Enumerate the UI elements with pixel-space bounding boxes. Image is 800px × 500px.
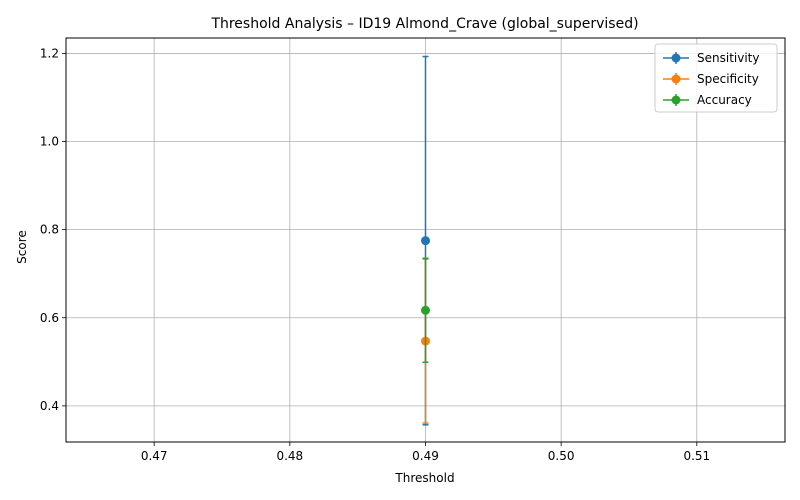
series-accuracy: [421, 257, 430, 364]
data-point: [421, 305, 430, 315]
chart-title: Threshold Analysis – ID19 Almond_Crave (…: [210, 16, 638, 32]
legend-label: Sensitivity: [697, 51, 759, 65]
y-axis-label: Score: [15, 230, 29, 264]
legend-marker: [671, 53, 681, 63]
x-tick-label: 0.51: [683, 449, 710, 463]
x-tick-label: 0.48: [276, 449, 303, 463]
legend: Sensitivity Specificity Accuracy: [654, 43, 778, 113]
data-series: [421, 55, 430, 426]
plot-frame: [65, 37, 786, 443]
legend-item-sensitivity: Sensitivity: [663, 51, 759, 65]
y-tick-label: 0.8: [40, 223, 59, 237]
x-axis-ticks: 0.47 0.48 0.49 0.50 0.51: [141, 442, 710, 463]
x-tick-label: 0.50: [548, 449, 575, 463]
y-tick-label: 1.2: [40, 46, 59, 60]
y-axis-ticks: 0.4 0.6 0.8 1.0 1.2: [40, 46, 66, 413]
legend-marker: [671, 95, 681, 105]
y-tick-label: 1.0: [40, 135, 59, 149]
x-tick-label: 0.49: [412, 449, 439, 463]
y-tick-label: 0.4: [40, 399, 59, 413]
legend-label: Accuracy: [697, 93, 752, 107]
legend-item-accuracy: Accuracy: [663, 93, 752, 107]
legend-marker: [671, 74, 681, 84]
legend-label: Specificity: [697, 72, 759, 86]
legend-box: [654, 43, 778, 113]
y-tick-label: 0.6: [40, 311, 59, 325]
data-point: [421, 236, 430, 246]
x-tick-label: 0.47: [141, 449, 168, 463]
legend-item-specificity: Specificity: [663, 72, 759, 86]
x-axis-label: Threshold: [394, 471, 454, 485]
